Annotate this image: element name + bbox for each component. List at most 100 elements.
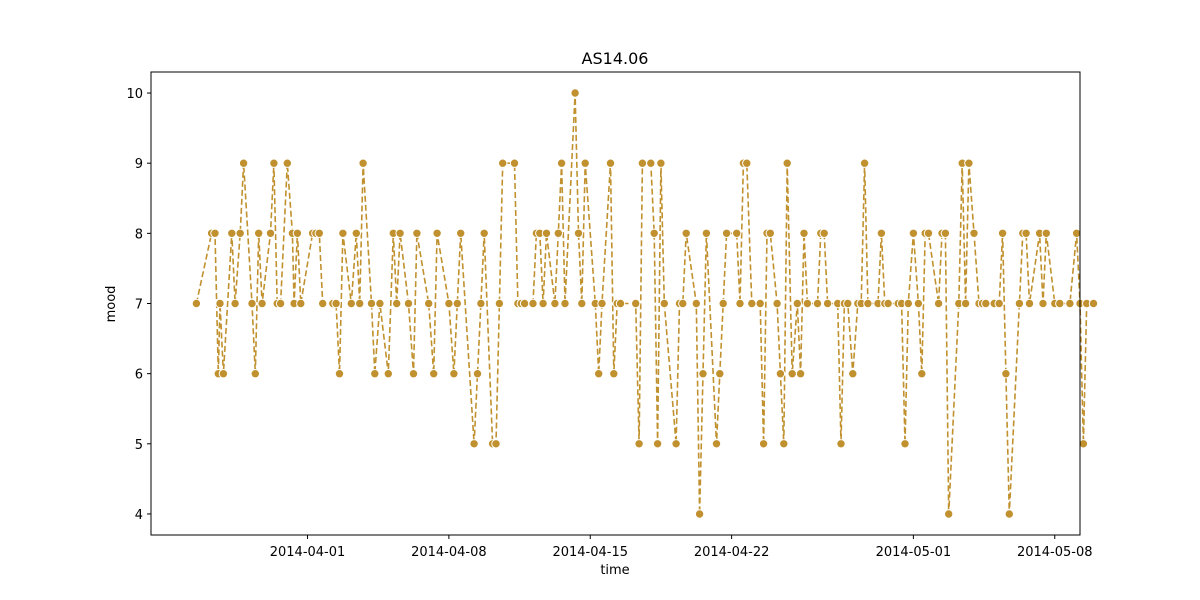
data-point xyxy=(429,369,439,379)
data-point xyxy=(282,158,292,168)
y-tick-label: 6 xyxy=(135,368,143,383)
data-point xyxy=(265,228,276,239)
data-point xyxy=(247,298,257,309)
data-point xyxy=(758,439,769,449)
data-point xyxy=(652,439,663,449)
data-point xyxy=(351,228,361,239)
data-point xyxy=(375,298,385,309)
data-point xyxy=(944,509,954,519)
data-point xyxy=(903,298,913,309)
data-point xyxy=(715,369,725,379)
y-tick-label: 8 xyxy=(135,227,143,242)
x-tick-label: 2014-04-01 xyxy=(270,545,346,560)
data-point xyxy=(822,298,833,309)
data-point xyxy=(1071,228,1082,239)
x-tick-label: 2014-04-22 xyxy=(694,545,770,560)
y-tick-label: 5 xyxy=(135,438,143,453)
data-point xyxy=(812,298,823,309)
data-point xyxy=(257,298,267,309)
x-axis-label: time xyxy=(600,563,629,578)
data-point xyxy=(519,298,530,309)
data-point xyxy=(859,158,870,168)
data-point xyxy=(1001,369,1011,379)
data-point xyxy=(498,158,508,168)
plot-marks xyxy=(191,88,1099,519)
data-point xyxy=(191,298,202,309)
data-point xyxy=(747,298,757,309)
data-point xyxy=(649,228,659,239)
data-point xyxy=(494,298,505,309)
data-point xyxy=(787,369,797,379)
data-point xyxy=(1004,509,1014,519)
data-point xyxy=(541,228,552,239)
data-point xyxy=(358,158,368,168)
data-point xyxy=(238,158,249,168)
data-point xyxy=(631,298,641,309)
data-point xyxy=(456,228,466,239)
data-point xyxy=(863,298,873,309)
x-tick-label: 2014-04-08 xyxy=(411,545,487,560)
data-point xyxy=(755,298,765,309)
data-point xyxy=(452,298,462,309)
data-point xyxy=(940,228,951,239)
data-point xyxy=(997,228,1008,239)
data-point xyxy=(795,369,806,379)
data-point xyxy=(694,509,705,519)
data-point xyxy=(424,298,434,309)
data-point xyxy=(553,228,563,239)
y-axis: 4 5 6 7 8 9 10 xyxy=(126,87,151,523)
data-point xyxy=(250,369,261,379)
data-point xyxy=(230,298,240,309)
data-point xyxy=(383,369,393,379)
x-tick-label: 2014-05-01 xyxy=(876,545,952,560)
data-point xyxy=(550,298,560,309)
data-point xyxy=(479,228,489,239)
data-point xyxy=(802,298,813,309)
y-axis-label: mood xyxy=(104,286,119,323)
data-point xyxy=(355,298,365,309)
data-point xyxy=(235,228,245,239)
data-point xyxy=(698,369,708,379)
data-point xyxy=(735,298,745,309)
data-point xyxy=(656,158,666,168)
data-point xyxy=(472,369,483,379)
data-point xyxy=(721,228,732,239)
data-point xyxy=(318,298,328,309)
x-tick-label: 2014-04-15 xyxy=(552,545,628,560)
data-point xyxy=(292,228,303,239)
data-point xyxy=(296,298,306,309)
data-point xyxy=(218,369,229,379)
data-point xyxy=(444,298,454,309)
data-point xyxy=(269,158,279,168)
data-point xyxy=(573,228,584,239)
plot-frame xyxy=(150,71,1081,536)
data-point xyxy=(449,369,459,379)
data-point xyxy=(843,298,853,309)
data-point xyxy=(215,298,225,309)
data-point xyxy=(408,369,419,379)
data-point xyxy=(923,228,934,239)
data-point xyxy=(370,369,380,379)
data-point xyxy=(469,439,479,449)
data-point xyxy=(701,228,712,239)
data-point xyxy=(538,298,548,309)
data-point xyxy=(775,369,786,379)
data-point xyxy=(681,228,691,239)
data-point xyxy=(412,228,422,239)
data-point xyxy=(334,369,345,379)
data-point xyxy=(994,298,1004,309)
data-point xyxy=(491,439,501,449)
data-point xyxy=(883,298,893,309)
data-point xyxy=(917,369,927,379)
data-point xyxy=(691,298,701,309)
data-point xyxy=(1024,298,1035,309)
data-point xyxy=(819,228,829,239)
data-point xyxy=(933,298,944,309)
data-point xyxy=(711,439,722,449)
data-point xyxy=(366,298,377,309)
chart-title: AS14.06 xyxy=(582,49,649,68)
data-point xyxy=(338,228,348,239)
data-point xyxy=(609,369,619,379)
y-tick-label: 10 xyxy=(126,87,143,102)
